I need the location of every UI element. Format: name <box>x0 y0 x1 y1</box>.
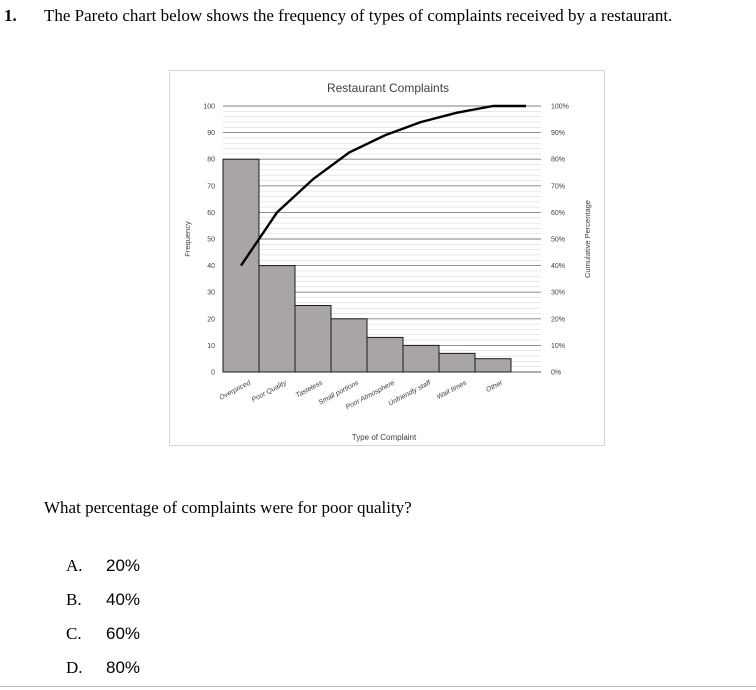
choice-d-letter: D. <box>66 658 83 677</box>
x-tick-label: Other <box>485 379 504 394</box>
pareto-chart-svg: Restaurant Complaints 0 10 20 30 40 50 60 70 80 9… <box>183 81 592 442</box>
y-axis-label: Frequency <box>183 221 192 257</box>
bar-unfriendly-staff <box>402 344 440 373</box>
y2-tick-label: 30% <box>551 290 565 297</box>
y-tick-label: 70 <box>207 183 215 190</box>
y-tick-label: 40 <box>207 263 215 270</box>
choice-b-value: 40% <box>106 590 141 609</box>
question-number: 1. <box>4 6 17 25</box>
y-tick-label: 30 <box>207 290 215 297</box>
choice-d-value: 80% <box>106 658 141 677</box>
bar-small-portions <box>330 318 368 373</box>
choice-c[interactable]: C. 60% <box>66 624 140 644</box>
y-tick-label: 10 <box>207 343 215 350</box>
bars <box>222 158 512 373</box>
y-tick-label: 90 <box>207 130 215 137</box>
y2-tick-label: 100% <box>551 104 569 111</box>
y2-axis-ticks: 0% 10% 20% 30% 40% 50% 60% 70% 80% 90% 100% <box>551 104 569 377</box>
y-tick-label: 50 <box>207 237 215 244</box>
x-axis-label: Type of Complaint <box>352 433 417 442</box>
y2-tick-label: 90% <box>551 130 565 137</box>
bar-poor-atmosphere <box>366 336 404 373</box>
chart-title: Restaurant Complaints <box>327 81 449 95</box>
y-tick-label: 60 <box>207 210 215 217</box>
y-tick-label: 0 <box>211 370 215 377</box>
y2-tick-label: 50% <box>551 237 565 244</box>
question-text: The Pareto chart below shows the frequen… <box>44 6 673 25</box>
choice-a-letter: A. <box>66 556 83 575</box>
bar-wait-times <box>438 352 476 373</box>
choice-c-value: 60% <box>106 624 141 643</box>
y2-tick-label: 60% <box>551 210 565 217</box>
y2-tick-label: 10% <box>551 343 565 350</box>
y-tick-label: 20 <box>207 316 215 323</box>
choice-a[interactable]: A. 20% <box>66 556 140 576</box>
choice-b[interactable]: B. 40% <box>66 590 140 610</box>
choice-b-letter: B. <box>66 590 82 609</box>
x-tick-label: Wait times <box>436 379 468 401</box>
pareto-chart: Restaurant Complaints 0 10 20 30 40 50 60 70 80 9… <box>169 70 605 446</box>
y-tick-label: 100 <box>203 104 215 111</box>
x-tick-label: Overpriced <box>218 379 252 402</box>
y2-axis-label: Cumulative Percentage <box>583 200 592 278</box>
choice-a-value: 20% <box>106 556 141 575</box>
y2-tick-label: 80% <box>551 157 565 164</box>
choice-c-letter: C. <box>66 624 82 643</box>
y-axis-ticks: 0 10 20 30 40 50 60 70 80 90 100 <box>203 104 215 377</box>
bar-poor-quality <box>258 265 296 373</box>
bottom-rule <box>0 686 756 687</box>
y2-tick-label: 40% <box>551 263 565 270</box>
choice-d[interactable]: D. 80% <box>66 658 140 678</box>
y2-tick-label: 0% <box>551 370 561 377</box>
y-tick-label: 80 <box>207 157 215 164</box>
question-prompt: What percentage of complaints were for p… <box>44 498 412 517</box>
bar-tasteless <box>294 305 332 373</box>
x-tick-label: Tasteless <box>295 379 325 399</box>
y2-tick-label: 70% <box>551 183 565 190</box>
bar-other <box>474 358 512 373</box>
cumulative-line <box>240 104 526 267</box>
x-tick-label: Poor Quality <box>251 379 289 403</box>
y2-tick-label: 20% <box>551 316 565 323</box>
